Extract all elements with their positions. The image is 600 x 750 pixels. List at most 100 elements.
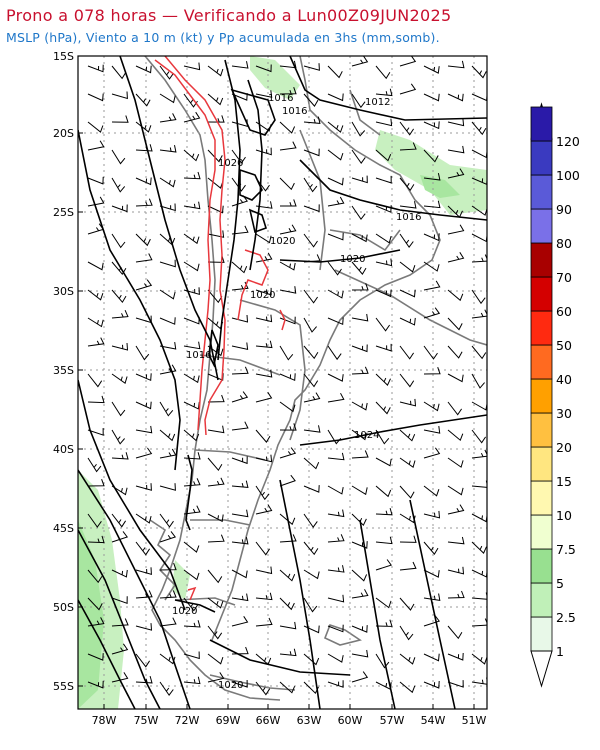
wind-barb [279,373,296,382]
colorbar-cell [530,208,553,244]
wind-barb [351,149,366,164]
wind-barb [471,677,487,685]
wind-barb [447,289,464,302]
wind-barb [231,421,249,431]
wind-barb [447,625,463,640]
wind-barb [183,373,200,384]
wind-barb [447,345,463,359]
wind-barb [351,175,368,184]
lat-label: 40S [53,443,74,456]
wind-barb [183,111,201,123]
wind-barb [231,456,248,465]
wind-barb [183,149,200,162]
isobar-label: 1020 [270,236,295,247]
wind-barb [303,116,321,124]
wind-barb [183,676,201,685]
wind-barb [327,65,343,79]
wind-barb [351,366,369,375]
wind-barb [303,625,320,634]
wind-barb [135,623,153,631]
wind-barb [303,148,320,157]
wind-barb [255,233,272,244]
wind-barb [231,569,248,579]
wind-barb [111,309,129,319]
wind-barb [183,429,200,442]
wind-barb [351,671,369,683]
wind-barb [327,93,344,102]
lat-label: 30S [53,285,74,298]
lon-label: 78W [92,714,117,727]
wind-barb [279,224,297,235]
wind-barb [207,149,223,163]
wind-barb [303,317,317,333]
wind-barb [87,617,105,627]
lon-label: 60W [338,714,363,727]
wind-barb [255,370,273,378]
wind-barb [111,643,129,655]
wind-barb [279,121,296,134]
wind-barb [375,317,391,332]
wind-barb [303,425,321,433]
wind-barb [279,648,297,657]
wind-barb [351,541,368,549]
wind-barb [183,452,201,460]
wind-barb [303,289,319,304]
wind-barb [399,345,415,360]
wind-barb [135,513,152,524]
wind-barb [87,93,104,102]
wind-barb [423,593,441,601]
wind-barb [447,457,464,468]
wind-barb [351,625,368,633]
colorbar-cell [530,616,553,652]
colorbar-label: 60 [556,304,572,319]
wind-barb [375,65,391,80]
wind-barb [111,177,126,193]
wind-barb [303,597,318,613]
wind-barb [447,60,465,69]
wind-barb [279,286,297,294]
wind-barb [183,233,200,245]
wind-barb [471,345,487,360]
wind-barb [399,625,414,641]
wind-barb [327,345,342,361]
wind-barb [135,425,153,434]
wind-barb [207,177,224,189]
wind-barb [255,681,271,696]
wind-barb [375,485,392,498]
wind-barb [207,93,224,106]
wind-barb [303,93,319,107]
wind-barb [111,91,128,100]
wind-barb [375,507,393,516]
wind-barb [423,541,439,555]
wind-barb [87,64,104,73]
wind-barb [471,121,487,136]
colorbar-bottom-arrow [530,650,553,688]
wind-barb [423,367,441,375]
wind-barb [447,401,463,416]
isobar-label: 1020 [218,680,243,691]
wind-barb [423,426,441,434]
wind-barb [255,252,273,263]
wind-barb [423,307,441,319]
wind-barb [159,177,176,188]
wind-barb [327,653,344,663]
wind-barb [327,594,345,603]
wind-barb [327,289,344,299]
wind-barb [183,201,201,210]
wind-barb [135,447,153,459]
wind-barb [255,287,272,296]
wind-barb [423,121,440,130]
wind-barb [279,597,295,611]
colorbar-label: 7.5 [556,542,576,557]
wind-barb [255,340,273,349]
colorbar-label: 90 [556,202,572,217]
wind-barb [231,366,249,375]
wind-barb [183,478,201,487]
wind-barb [87,457,102,473]
wind-barb [447,118,465,127]
isobar-label: 1016 [396,212,421,223]
wind-barb [87,176,104,185]
wind-barbs [87,56,487,696]
wind-barb [231,149,246,164]
map-subtitle: MSLP (hPa), Viento a 10 m (kt) y Pp acum… [6,30,440,45]
